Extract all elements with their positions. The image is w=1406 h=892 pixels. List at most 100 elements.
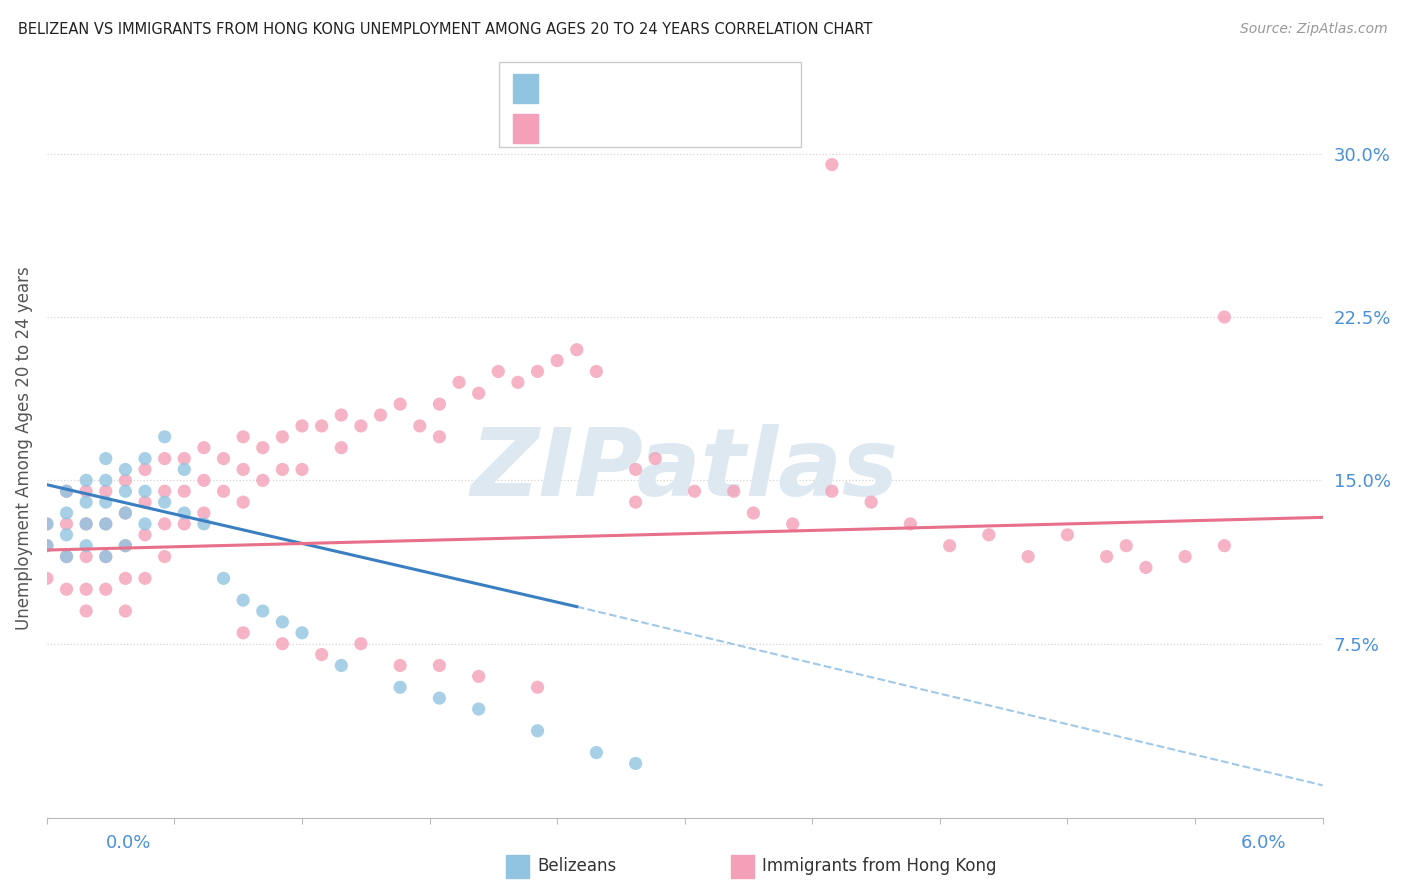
Point	[75, 474, 97, 488]
Point	[506, 376, 529, 390]
Point	[134, 516, 156, 531]
Point	[153, 430, 176, 444]
Point	[271, 637, 294, 651]
Point	[1213, 310, 1236, 324]
Point	[173, 462, 195, 476]
Text: N =: N =	[647, 78, 695, 96]
Point	[585, 364, 607, 378]
Point	[526, 680, 548, 694]
Point	[134, 462, 156, 476]
Point	[1135, 560, 1157, 574]
Point	[193, 441, 215, 455]
Point	[429, 430, 451, 444]
Point	[55, 506, 77, 520]
Point	[723, 484, 745, 499]
Point	[55, 549, 77, 564]
Point	[114, 462, 136, 476]
Point	[134, 571, 156, 585]
Point	[624, 495, 647, 509]
Point	[114, 604, 136, 618]
Point	[134, 495, 156, 509]
Point	[94, 549, 117, 564]
Point	[624, 756, 647, 771]
Point	[1095, 549, 1118, 564]
Point	[35, 571, 58, 585]
Text: R =: R =	[548, 119, 585, 136]
Point	[134, 484, 156, 499]
Point	[173, 506, 195, 520]
Point	[467, 386, 489, 401]
Point	[252, 474, 274, 488]
Point	[821, 484, 844, 499]
Text: ZIPatlas: ZIPatlas	[471, 424, 898, 516]
Point	[173, 516, 195, 531]
Point	[389, 658, 412, 673]
Point	[486, 364, 509, 378]
Point	[271, 430, 294, 444]
Point	[114, 539, 136, 553]
Point	[782, 516, 804, 531]
Point	[291, 418, 314, 433]
Point	[585, 746, 607, 760]
Point	[173, 484, 195, 499]
Point	[134, 451, 156, 466]
Point	[252, 604, 274, 618]
Point	[94, 516, 117, 531]
Point	[94, 495, 117, 509]
Point	[624, 462, 647, 476]
Point	[55, 528, 77, 542]
Text: 39: 39	[689, 78, 710, 96]
Point	[232, 462, 254, 476]
Point	[153, 484, 176, 499]
Point	[429, 691, 451, 706]
Text: -0.338: -0.338	[583, 78, 637, 96]
Point	[370, 408, 392, 422]
Text: Source: ZipAtlas.com: Source: ZipAtlas.com	[1240, 22, 1388, 37]
Point	[75, 516, 97, 531]
Point	[1174, 549, 1197, 564]
Point	[55, 549, 77, 564]
Point	[114, 484, 136, 499]
Point	[291, 625, 314, 640]
Point	[389, 397, 412, 411]
Point	[232, 593, 254, 607]
Point	[938, 539, 960, 553]
Point	[212, 571, 235, 585]
Point	[389, 680, 412, 694]
Text: 0.067: 0.067	[583, 119, 631, 136]
Point	[232, 430, 254, 444]
Point	[1056, 528, 1078, 542]
Text: Immigrants from Hong Kong: Immigrants from Hong Kong	[762, 857, 997, 875]
Point	[1017, 549, 1039, 564]
Point	[271, 462, 294, 476]
Text: 0.0%: 0.0%	[105, 834, 150, 852]
Point	[291, 462, 314, 476]
Point	[153, 451, 176, 466]
Point	[55, 516, 77, 531]
Point	[94, 516, 117, 531]
Point	[55, 484, 77, 499]
Point	[526, 364, 548, 378]
Point	[35, 516, 58, 531]
Point	[193, 474, 215, 488]
Point	[193, 506, 215, 520]
Text: BELIZEAN VS IMMIGRANTS FROM HONG KONG UNEMPLOYMENT AMONG AGES 20 TO 24 YEARS COR: BELIZEAN VS IMMIGRANTS FROM HONG KONG UN…	[18, 22, 873, 37]
Point	[977, 528, 1000, 542]
Point	[94, 582, 117, 597]
Point	[75, 549, 97, 564]
Point	[546, 353, 568, 368]
Point	[330, 441, 353, 455]
Point	[330, 408, 353, 422]
Point	[94, 451, 117, 466]
Point	[134, 528, 156, 542]
Text: Belizeans: Belizeans	[537, 857, 616, 875]
Point	[212, 484, 235, 499]
Point	[114, 506, 136, 520]
Point	[35, 539, 58, 553]
Point	[311, 648, 333, 662]
Point	[429, 658, 451, 673]
Text: 6.0%: 6.0%	[1241, 834, 1286, 852]
Point	[94, 474, 117, 488]
Point	[75, 582, 97, 597]
Point	[232, 495, 254, 509]
